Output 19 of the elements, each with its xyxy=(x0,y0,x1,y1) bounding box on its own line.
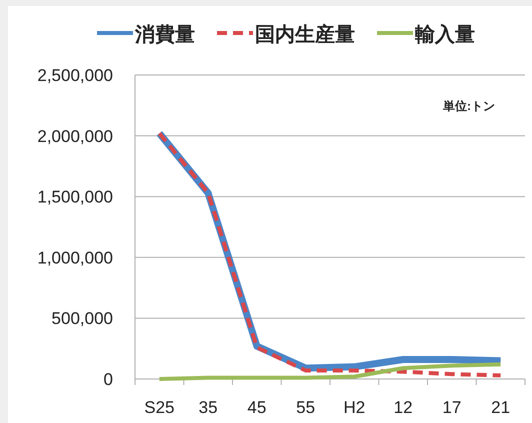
x-tick-label: 17 xyxy=(442,398,462,417)
x-tick-label: 21 xyxy=(491,398,510,417)
x-tick-label: S25 xyxy=(144,398,174,417)
line-series xyxy=(157,362,503,381)
y-tick-label: 500,000 xyxy=(52,309,113,328)
legend-label: 輸入量 xyxy=(414,23,475,46)
x-tick-label: 12 xyxy=(394,398,413,417)
x-tick-label: 35 xyxy=(198,398,218,417)
x-tick-label: 55 xyxy=(296,398,316,417)
y-tick-label: 2,000,000 xyxy=(37,126,113,146)
x-tick-label: H2 xyxy=(344,398,366,417)
y-tick-label: 0 xyxy=(104,370,113,389)
x-tick-label: 45 xyxy=(247,398,266,417)
y-tick-label: 2,500,000 xyxy=(37,66,113,85)
y-tick-label: 1,500,000 xyxy=(37,188,113,207)
y-tick-label: 1,000,000 xyxy=(37,248,113,268)
annotation: 単位:トン xyxy=(442,99,495,113)
legend-label: 国内生産量 xyxy=(255,23,355,46)
legend-label: 消費量 xyxy=(134,24,195,46)
